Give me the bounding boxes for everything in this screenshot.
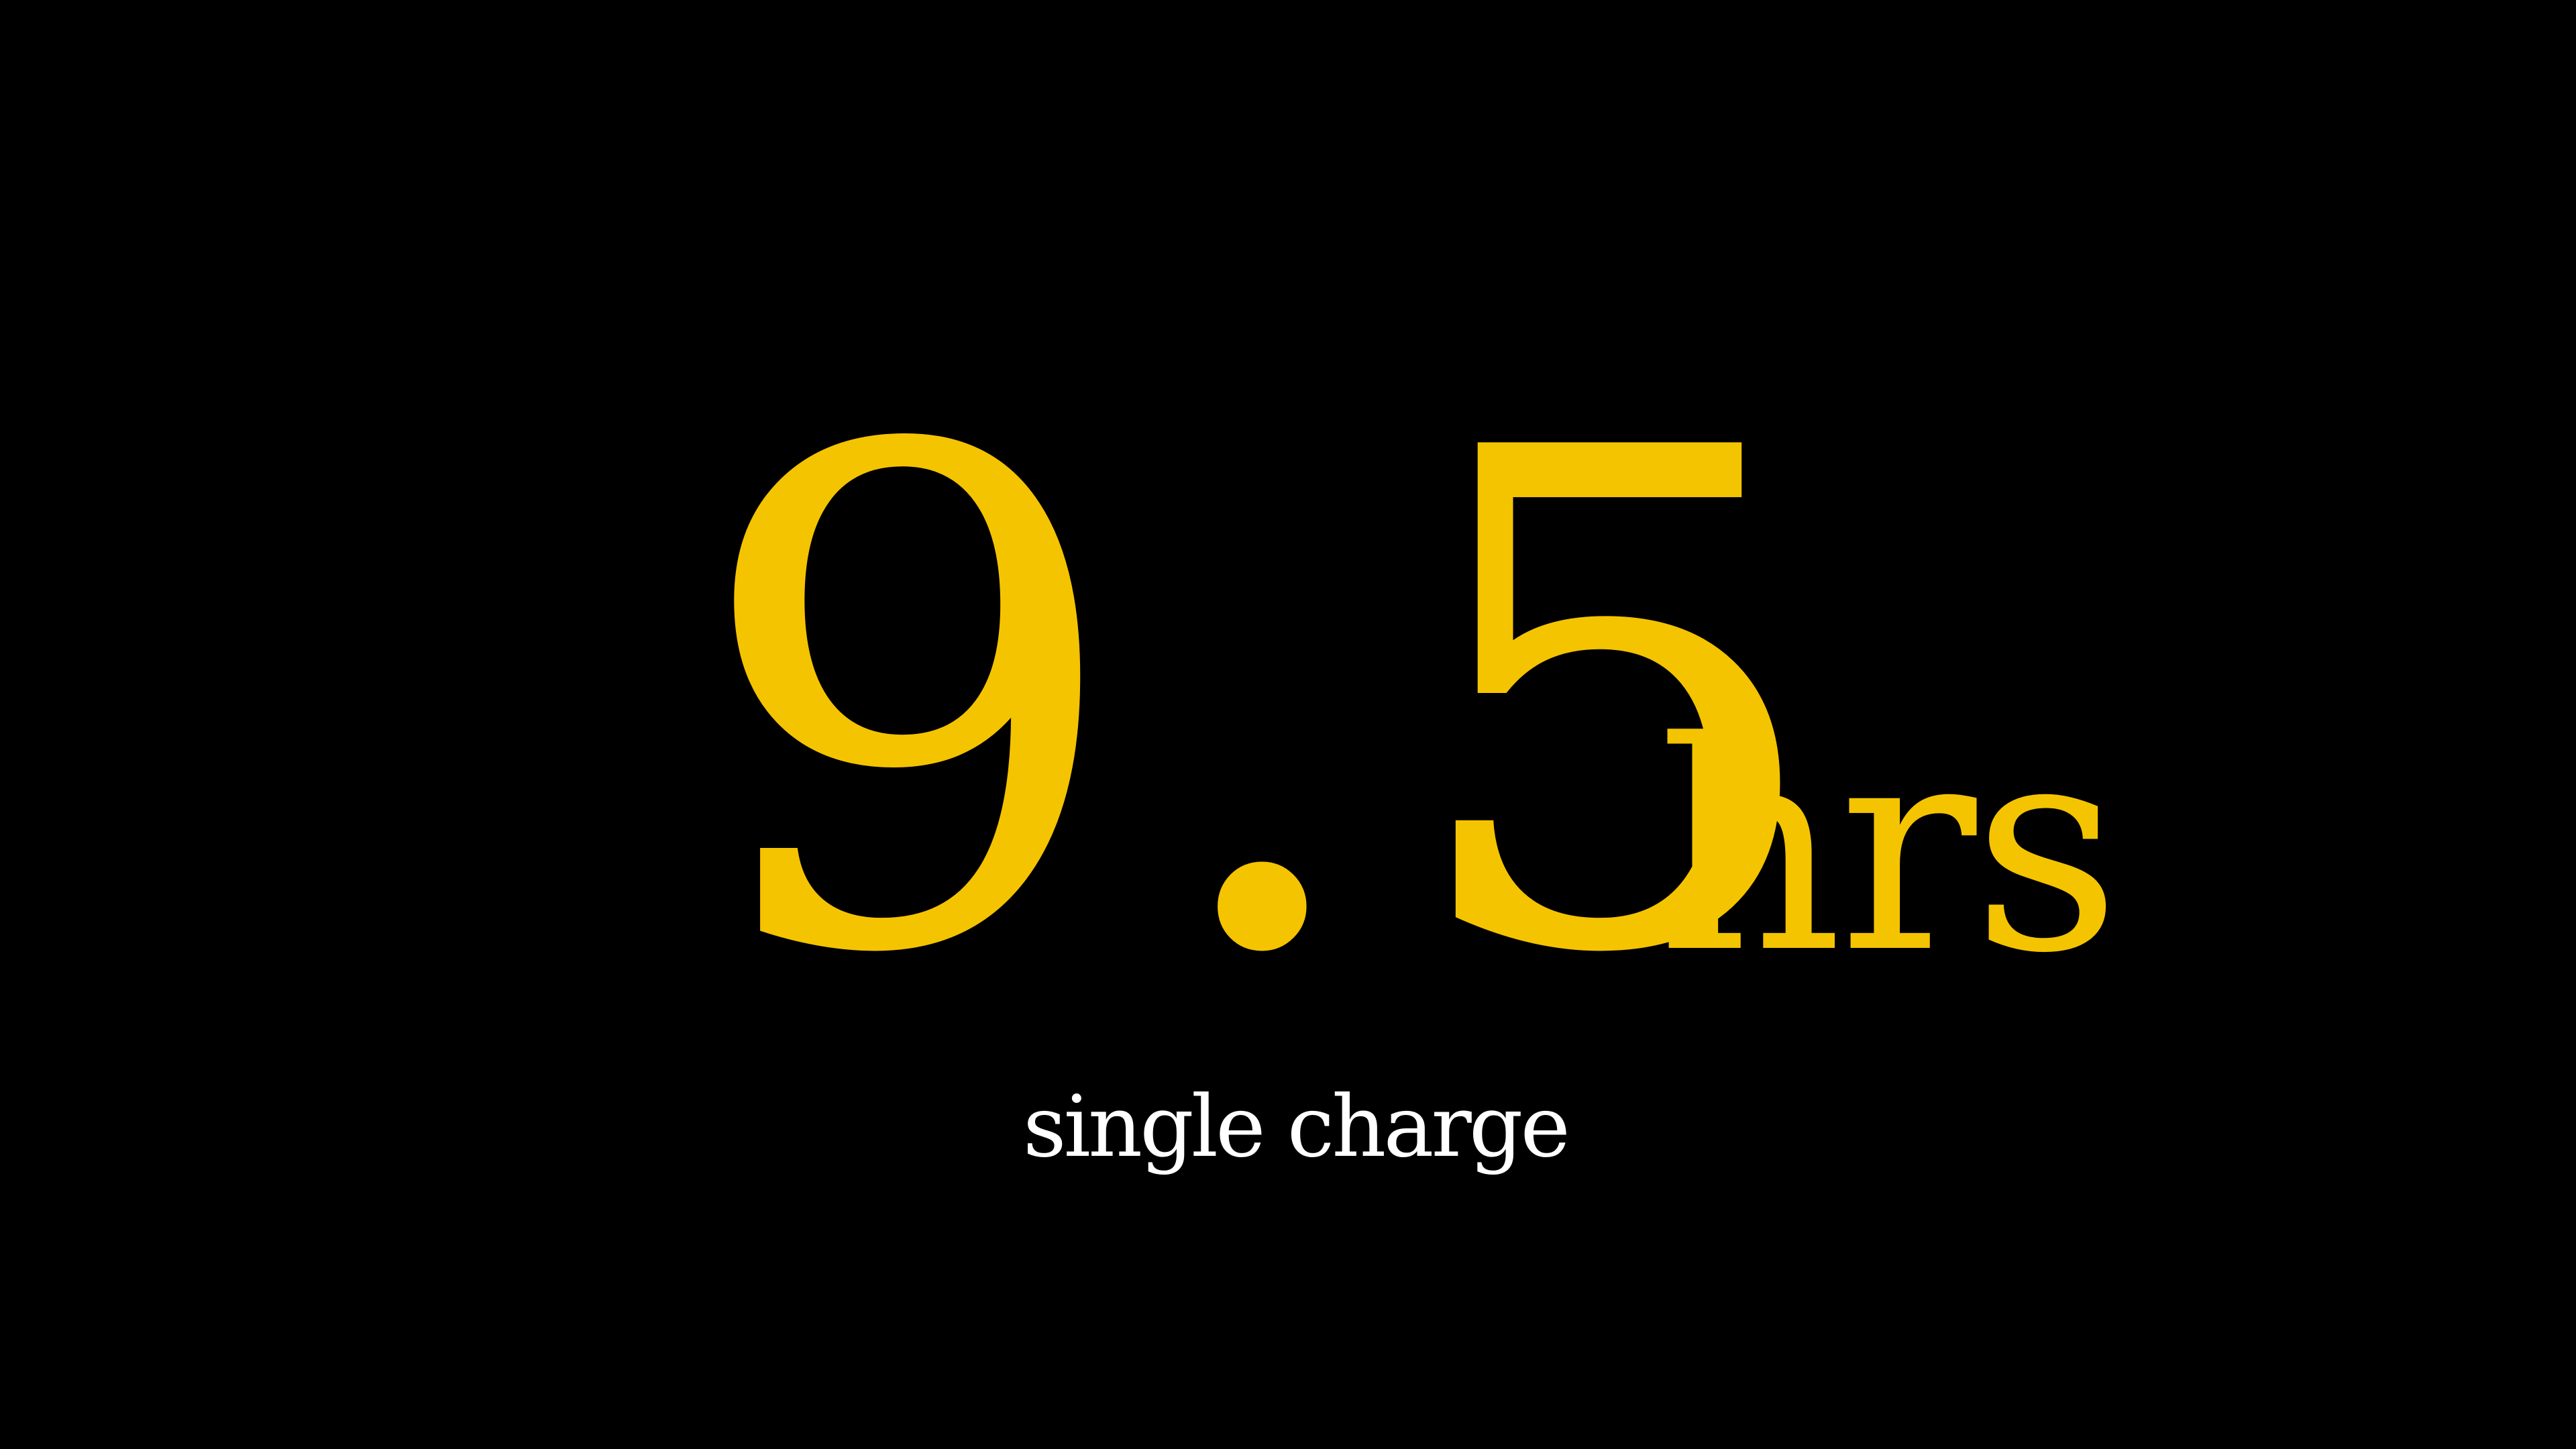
battery-hours-unit: hrs bbox=[1657, 681, 2121, 1016]
stat-caption: single charge bbox=[1023, 1077, 1570, 1176]
battery-hours-value: 9.5 bbox=[691, 306, 1860, 1103]
